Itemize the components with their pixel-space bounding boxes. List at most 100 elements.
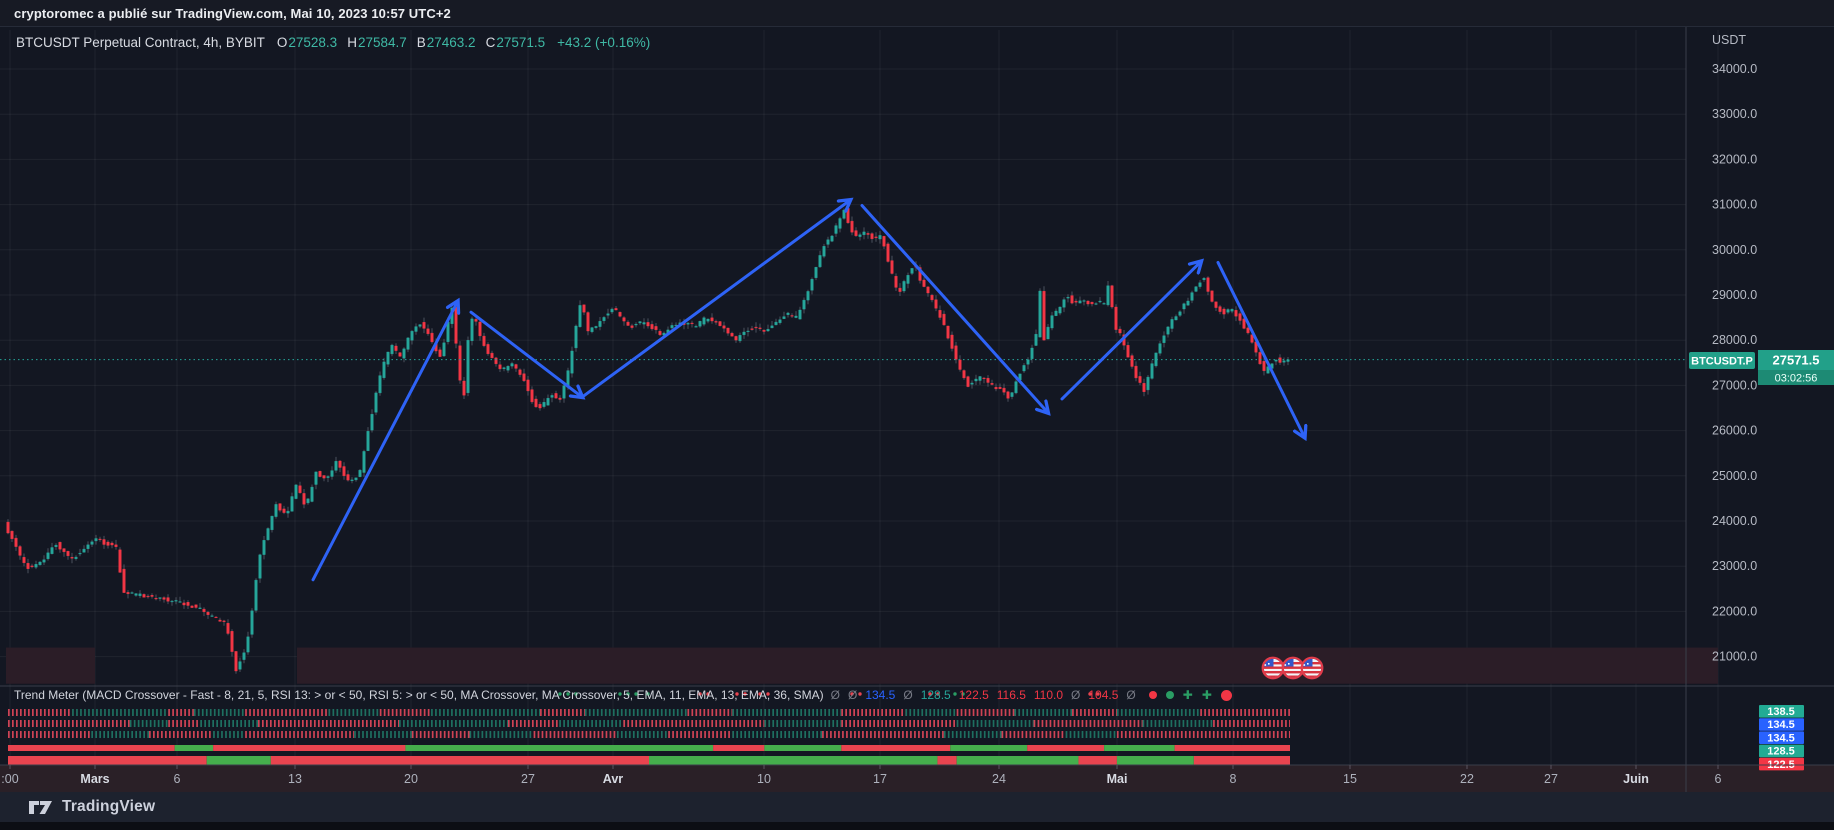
time-tick-label: Avr <box>603 772 624 786</box>
countdown-badge <box>1758 370 1834 385</box>
indicator-badge-text: 134.5 <box>1767 719 1795 731</box>
indicator-value: 122.5 <box>958 688 989 702</box>
ohlc-pair: C 27571.5 <box>485 34 546 50</box>
time-tick-label: Mars <box>80 772 109 786</box>
time-axis[interactable]: :00 Mars 6 13 20 27 Avr 10 17 24 Mai 8 15 22 27 Juin 6 <box>1 765 1722 786</box>
price-axis[interactable]: USDT 34000.0 33000.0 32000.0 31000.0 30000.0 2… <box>1685 27 1834 792</box>
tradingview-brand-text[interactable]: TradingView <box>62 798 156 815</box>
price-tick-label: 25000.0 <box>1712 469 1757 483</box>
time-tick-label: 6 <box>174 772 181 786</box>
price-tick-label: 33000.0 <box>1712 107 1757 121</box>
indicator-value: Ø <box>847 688 858 702</box>
usa-flag-emoji-icon <box>1261 656 1285 680</box>
indicator-value: Ø <box>830 688 840 702</box>
indicator-value-badge <box>1759 705 1804 718</box>
indicator-value: Ø <box>1071 688 1081 702</box>
support-zone-band <box>6 647 1718 684</box>
indicator-value-badge <box>1759 744 1804 758</box>
indicator-badge-text: 138.5 <box>1767 706 1795 718</box>
time-tick-label: 13 <box>288 772 302 786</box>
price-tick-label: 27000.0 <box>1712 378 1757 392</box>
last-price-badge <box>1758 350 1834 370</box>
indicator-status-line[interactable]: Trend Meter (MACD Crossover - Fast - 8, … <box>14 687 1232 703</box>
signal-dot-icon <box>1165 691 1174 699</box>
ohlc-values: O 27528.3 H 27584.7 B 27463.2 C 27571.5 <box>277 35 545 50</box>
time-tick-label: 10 <box>757 772 771 786</box>
trend-meter-pane <box>8 692 1290 765</box>
time-tick-label: 6 <box>1715 772 1722 786</box>
down-candles <box>6 208 1282 672</box>
trend-arrow-line[interactable] <box>469 310 581 396</box>
time-tick-label: 24 <box>992 772 1006 786</box>
chart-canvas[interactable]: USDT 34000.0 33000.0 32000.0 31000.0 30000.0 2… <box>0 27 1834 792</box>
usa-flag-emoji-icon <box>1300 656 1324 680</box>
indicator-value: 116.5 <box>996 688 1026 702</box>
ohlc-pair: O 27528.3 <box>276 34 338 50</box>
bottom-edge-bar <box>0 822 1834 830</box>
signal-scatter-dot <box>961 692 965 696</box>
trend-arrow-line[interactable] <box>1060 262 1200 401</box>
indicator-title[interactable]: Trend Meter (MACD Crossover - Fast - 8, … <box>14 688 824 702</box>
indicator-value: 134.5 <box>865 688 896 702</box>
price-tick-label: 29000.0 <box>1712 288 1757 302</box>
countdown-text: 03:02:56 <box>1775 373 1818 385</box>
signal-scatter-dot <box>1096 692 1100 696</box>
signal-dot-icon <box>1220 689 1232 701</box>
tradingview-logo-icon[interactable] <box>28 799 54 816</box>
candlesticks <box>6 203 1290 674</box>
up-candles <box>34 209 1290 670</box>
time-tick-label: 27 <box>521 772 535 786</box>
signal-scatter-dot <box>646 692 650 696</box>
indicator-value: Ø <box>903 688 913 702</box>
signal-scatter-dot <box>743 692 747 696</box>
price-tick-label: 34000.0 <box>1712 62 1757 76</box>
ohlc-pair: B 27463.2 <box>416 34 476 50</box>
trend-arrow-line[interactable] <box>311 303 457 582</box>
time-axis-strip[interactable] <box>0 765 1834 792</box>
trend-arrow-line[interactable] <box>1216 260 1304 436</box>
indicator-values: Ø Ø 134.5 Ø 128.5 122.5 116.5 110.0 Ø 104.5 Ø <box>831 688 1136 702</box>
time-tick-label: 8 <box>1230 772 1237 786</box>
axis-currency-label: USDT <box>1712 33 1746 47</box>
time-tick-label: 17 <box>873 772 887 786</box>
ohlc-pair: H 27584.7 <box>347 34 407 50</box>
time-tick-label: 22 <box>1460 772 1474 786</box>
indicator-badge-text: 134.5 <box>1767 732 1795 744</box>
price-tick-label: 30000.0 <box>1712 243 1757 257</box>
time-tick-label: Mai <box>1107 772 1128 786</box>
time-tick-label: 27 <box>1544 772 1558 786</box>
price-tick-label: 26000.0 <box>1712 424 1757 438</box>
signal-scatter-dot <box>858 692 862 696</box>
indicator-value-badge <box>1759 718 1804 731</box>
trend-arrows[interactable] <box>311 201 1304 582</box>
signal-plus-icon: ✚ <box>1182 688 1193 702</box>
time-tick-label: 20 <box>404 772 418 786</box>
signal-scatter-dot <box>574 692 578 696</box>
signal-scatter-dot <box>618 692 622 696</box>
signal-scatter-dot <box>626 692 630 696</box>
time-tick-label: :00 <box>1 772 18 786</box>
flag-emoji-group <box>1261 656 1324 680</box>
change-value: +43.2 (+0.16%) <box>557 34 651 50</box>
symbol-price-label-badge <box>1689 352 1755 369</box>
signal-dot-icon <box>1148 691 1157 699</box>
signal-scatter-dot <box>758 692 762 696</box>
indicator-value: Ø <box>1126 688 1136 702</box>
indicator-markers: ✚ ✚ <box>1148 688 1232 702</box>
signal-scatter-dot <box>558 692 562 696</box>
trend-arrow-line[interactable] <box>580 201 849 399</box>
indicator-badge-text: 128.5 <box>1767 746 1795 758</box>
publish-banner-text: cryptoromec a publié sur TradingView.com… <box>14 5 451 21</box>
signal-scatter-dot <box>735 692 739 696</box>
signal-scatter-dot <box>698 692 702 696</box>
signal-scatter-dot <box>953 692 957 696</box>
trend-arrow-line[interactable] <box>860 204 1047 412</box>
symbol-price-label-text: BTCUSDT.P <box>1691 356 1753 368</box>
time-tick-label: 15 <box>1343 772 1357 786</box>
footer-bar: TradingView <box>0 792 1834 822</box>
signal-scatter-dot <box>850 692 854 696</box>
symbol-title[interactable]: BTCUSDT Perpetual Contract, 4h, BYBIT <box>16 34 265 50</box>
indicator-value-badge <box>1759 757 1804 771</box>
price-tick-label: 24000.0 <box>1712 514 1757 528</box>
